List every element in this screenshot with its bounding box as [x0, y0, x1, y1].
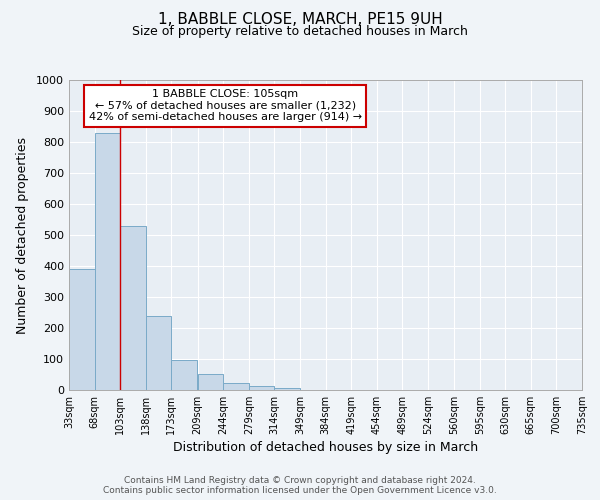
Bar [146, 316, 172, 390]
Y-axis label: Number of detached properties: Number of detached properties [16, 136, 29, 334]
Bar [223, 383, 249, 390]
Bar [249, 386, 274, 390]
Text: 1, BABBLE CLOSE, MARCH, PE15 9UH: 1, BABBLE CLOSE, MARCH, PE15 9UH [158, 12, 442, 28]
Bar [69, 269, 95, 390]
Text: Contains public sector information licensed under the Open Government Licence v3: Contains public sector information licen… [103, 486, 497, 495]
Bar [274, 388, 300, 390]
Bar [95, 134, 120, 390]
Bar [120, 226, 146, 390]
Bar [197, 374, 223, 390]
Text: 1 BABBLE CLOSE: 105sqm
← 57% of detached houses are smaller (1,232)
42% of semi-: 1 BABBLE CLOSE: 105sqm ← 57% of detached… [89, 90, 362, 122]
X-axis label: Distribution of detached houses by size in March: Distribution of detached houses by size … [173, 441, 478, 454]
Text: Contains HM Land Registry data © Crown copyright and database right 2024.: Contains HM Land Registry data © Crown c… [124, 476, 476, 485]
Text: Size of property relative to detached houses in March: Size of property relative to detached ho… [132, 25, 468, 38]
Bar [172, 360, 197, 390]
